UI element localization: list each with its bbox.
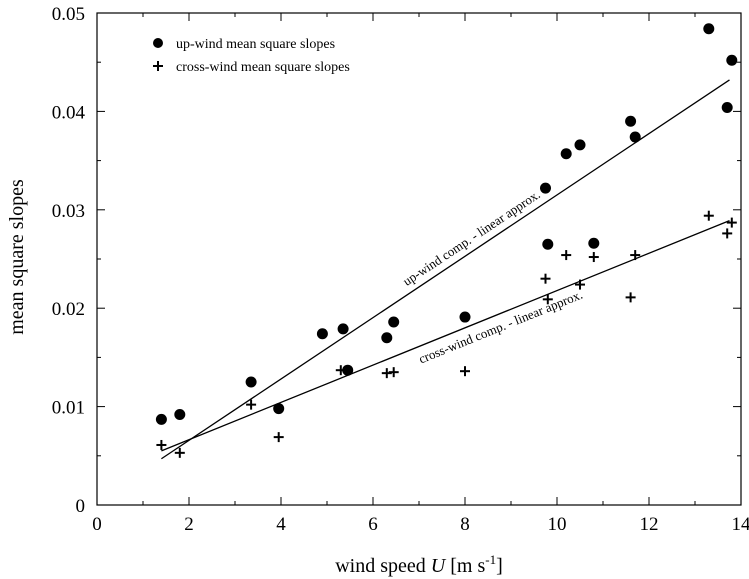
data-points	[155, 23, 738, 458]
up-wind-point	[588, 237, 600, 249]
y-tick-label: 0.04	[52, 102, 86, 123]
legend: up-wind mean square slopes cross-wind mea…	[153, 37, 350, 75]
cross-wind-point	[726, 217, 737, 228]
up-wind-point	[542, 238, 554, 250]
fit-line	[161, 79, 730, 460]
up-wind-point	[245, 376, 257, 388]
up-wind-point	[337, 323, 349, 335]
axis-ticks: 0 2 4 6 8 10 12 14 0 0.01 0.02 0.03 0.04 0.05	[52, 4, 749, 535]
cross-wind-point	[625, 292, 636, 303]
y-tick-label: 0.05	[52, 4, 85, 25]
cross-wind-point	[630, 250, 641, 261]
up-wind-point	[459, 311, 471, 323]
up-wind-point	[381, 332, 393, 344]
y-tick-label: 0.02	[52, 299, 85, 320]
x-axis-title-exponent: -1	[485, 552, 496, 567]
x-tick-label: 6	[368, 514, 378, 535]
cross-wind-point	[588, 252, 599, 263]
cross-wind-point	[246, 399, 257, 410]
up-wind-point	[155, 413, 167, 425]
x-tick-label: 12	[640, 514, 659, 535]
plot-frame	[96, 12, 742, 506]
cross-wind-point	[335, 365, 346, 376]
up-wind-point	[174, 408, 186, 420]
legend-marker-circle	[153, 38, 163, 48]
up-wind-point	[316, 328, 328, 340]
cross-wind-point	[273, 432, 284, 443]
x-tick-label: 0	[92, 514, 102, 535]
y-tick-label: 0	[76, 496, 86, 517]
up-wind-point	[342, 364, 354, 376]
y-tick-label: 0.01	[52, 398, 85, 419]
up-wind-point	[721, 101, 733, 113]
up-wind-point	[625, 115, 637, 127]
cross-wind-point	[703, 210, 714, 221]
up-wind-point	[560, 148, 572, 160]
fit-lines: up-wind comp. - linear approx.cross-wind…	[161, 79, 730, 460]
cross-wind-point	[575, 279, 585, 290]
cross-wind-point	[156, 439, 167, 450]
axes	[96, 12, 742, 506]
x-axis-title-unit: [m s	[445, 555, 485, 577]
legend-label: up-wind mean square slopes	[176, 37, 335, 52]
cross-wind-point	[540, 273, 551, 284]
x-tick-label: 2	[184, 514, 194, 535]
y-tick-label: 0.03	[52, 201, 85, 222]
up-wind-point	[629, 131, 641, 143]
y-axis-title: mean square slopes	[6, 179, 28, 335]
up-wind-point	[574, 139, 586, 151]
x-tick-label: 8	[460, 514, 470, 535]
x-tick-label: 14	[732, 514, 749, 535]
cross-wind-point	[174, 447, 185, 458]
cross-wind-point	[561, 250, 572, 261]
x-axis-title-prefix: wind speed	[335, 555, 431, 577]
cross-wind-point	[722, 228, 733, 239]
legend-label: cross-wind mean square slopes	[176, 60, 350, 75]
x-axis-title-close: ]	[496, 555, 503, 577]
x-axis-title-variable: U	[431, 555, 447, 577]
cross-wind-point	[460, 366, 470, 377]
up-wind-point	[540, 182, 551, 194]
fit-line-label: cross-wind comp. - linear approx.	[416, 287, 584, 367]
fit-line-label: up-wind comp. - linear approx.	[400, 187, 543, 289]
x-tick-label: 4	[276, 514, 286, 535]
up-wind-point	[726, 54, 738, 66]
x-tick-label: 10	[548, 514, 567, 535]
cross-wind-point	[388, 367, 399, 378]
up-wind-point	[273, 403, 285, 415]
x-axis-title: wind speed U [m s-1]	[335, 552, 503, 577]
up-wind-point	[703, 23, 715, 35]
up-wind-point	[388, 316, 400, 328]
cross-wind-point	[542, 294, 553, 305]
